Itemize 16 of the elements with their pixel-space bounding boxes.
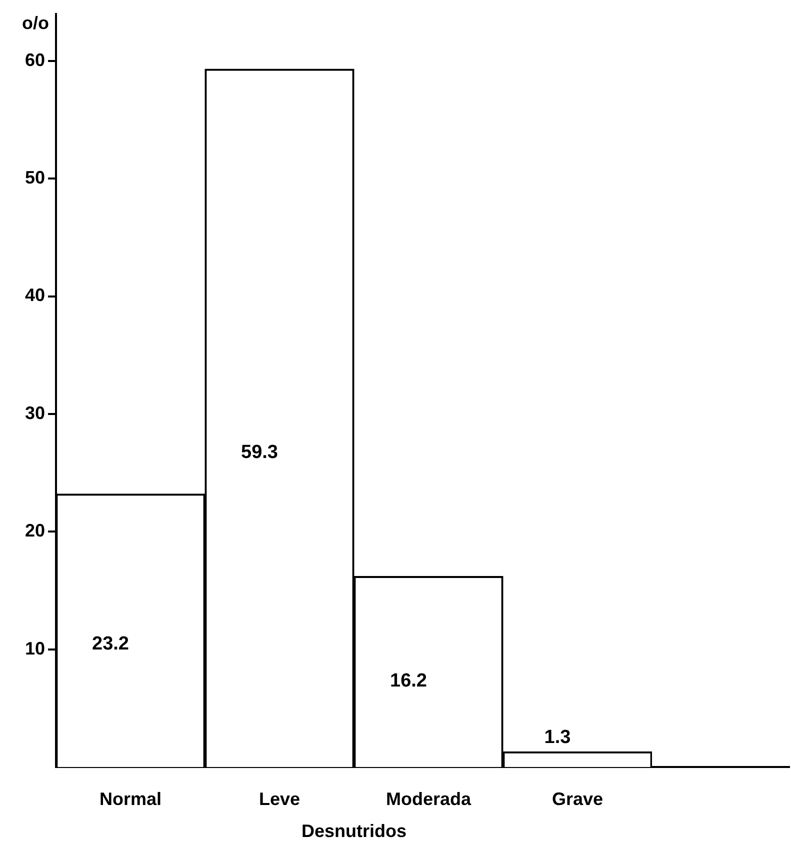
x-tick-label: Leve	[258, 788, 300, 809]
x-tick-label: Grave	[552, 788, 604, 809]
y-tick-label: 30	[24, 402, 45, 423]
y-axis-title: o/o	[22, 12, 49, 33]
y-tick-label: 60	[24, 50, 45, 70]
y-tick-label: 50	[24, 168, 45, 188]
data-label: 59.3	[241, 442, 278, 464]
y-tick-label: 20	[24, 520, 45, 541]
data-label: 16.2	[390, 670, 427, 692]
x-tick-label: Moderada	[386, 788, 472, 809]
y-tick-label: 40	[24, 285, 45, 306]
data-label: 1.3	[544, 726, 571, 748]
y-tick-label: 10	[24, 638, 45, 658]
data-label: 23.2	[92, 633, 129, 654]
x-tick-label: Normal	[99, 788, 162, 809]
x-axis-title: Desnutridos	[301, 821, 407, 842]
